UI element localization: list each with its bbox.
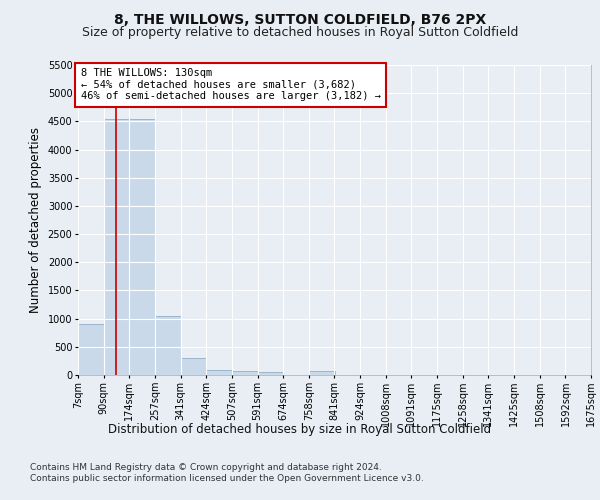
Text: Contains HM Land Registry data © Crown copyright and database right 2024.: Contains HM Land Registry data © Crown c… [30,462,382,471]
Bar [104,118,130,375]
Bar [309,371,335,375]
Text: Contains public sector information licensed under the Open Government Licence v3: Contains public sector information licen… [30,474,424,483]
Bar [78,324,104,375]
Text: 8 THE WILLOWS: 130sqm
← 54% of detached houses are smaller (3,682)
46% of semi-d: 8 THE WILLOWS: 130sqm ← 54% of detached … [80,68,380,102]
Bar [232,371,257,375]
Text: Distribution of detached houses by size in Royal Sutton Coldfield: Distribution of detached houses by size … [109,422,491,436]
Bar [130,118,155,375]
Text: Size of property relative to detached houses in Royal Sutton Coldfield: Size of property relative to detached ho… [82,26,518,39]
Y-axis label: Number of detached properties: Number of detached properties [29,127,42,313]
Bar [257,372,283,375]
Text: 8, THE WILLOWS, SUTTON COLDFIELD, B76 2PX: 8, THE WILLOWS, SUTTON COLDFIELD, B76 2P… [114,12,486,26]
Bar [206,370,232,375]
Bar [181,358,206,375]
Bar [155,316,181,375]
